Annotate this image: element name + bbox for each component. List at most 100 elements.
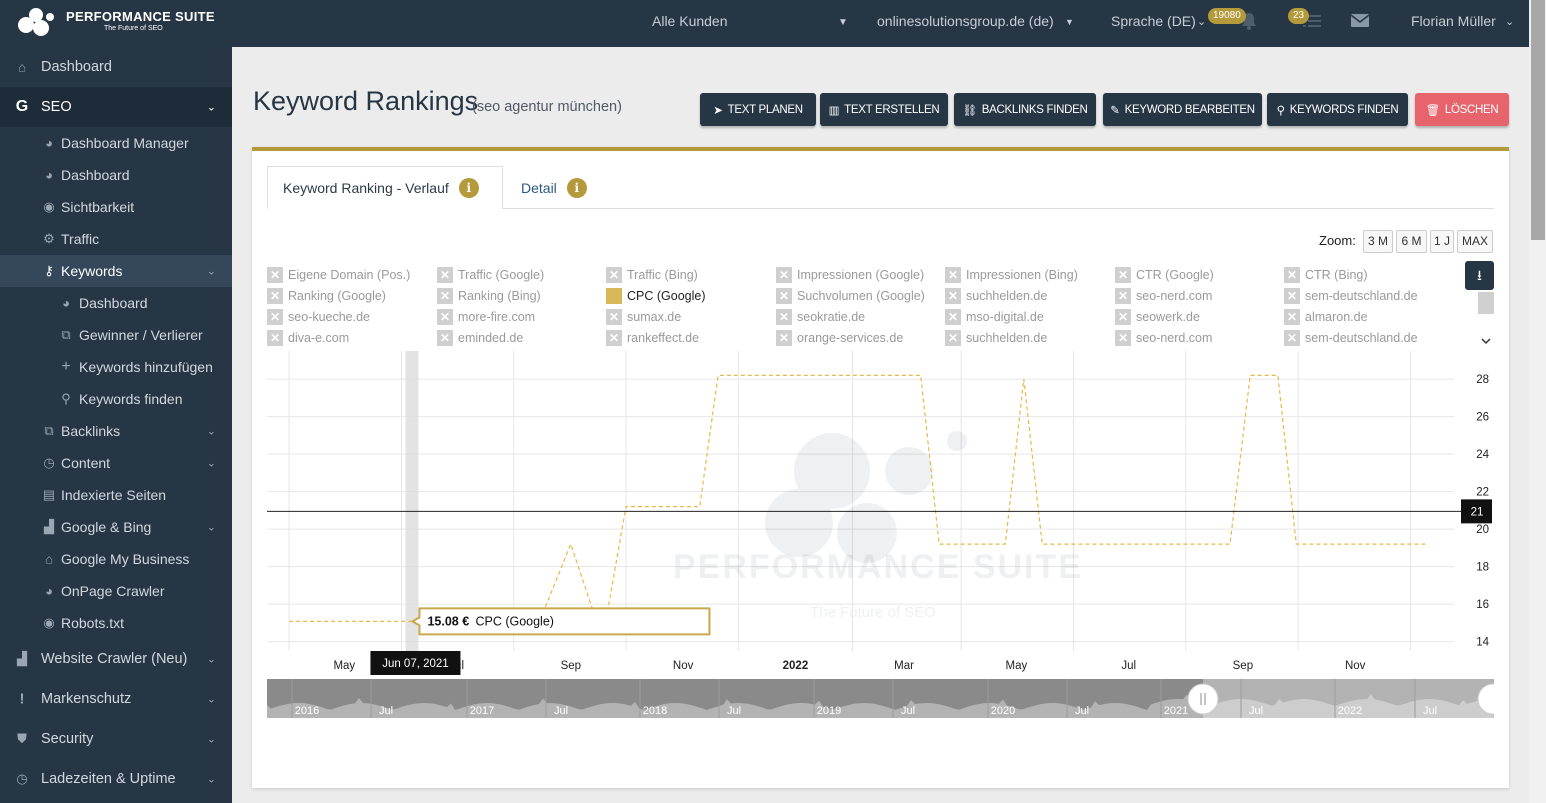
legend-item[interactable]: ✕ seo-nerd.com xyxy=(1115,329,1212,347)
brand-logo[interactable]: Performance Suite The Future of SEO xyxy=(16,6,216,40)
sidebar-item-label: Sichtbarkeit xyxy=(61,199,135,215)
legend-item[interactable]: ✕ more-fire.com xyxy=(437,308,535,326)
legend-item[interactable]: ✕ Ranking (Google) xyxy=(267,287,386,305)
sidebar-item-content[interactable]: ◷ Content ⌄ xyxy=(0,447,232,479)
sidebar-item-gewinner-verlierer[interactable]: ⧉ Gewinner / Verlierer xyxy=(0,319,232,351)
toggle-series-icon: ✕ xyxy=(437,288,453,304)
legend-item[interactable]: ✕ sumax.de xyxy=(606,308,681,326)
sidebar-item-sichtbarkeit[interactable]: ◉ Sichtbarkeit xyxy=(0,191,232,223)
legend-item[interactable]: ✕ mso-digital.de xyxy=(945,308,1044,326)
sidebar-item-traffic[interactable]: ⚙ Traffic xyxy=(0,223,232,255)
sidebar-item-google-bing[interactable]: ▟ Google & Bing ⌄ xyxy=(0,511,232,543)
keywords-finden-button[interactable]: ⚲ KEYWORDS FINDEN xyxy=(1267,93,1408,126)
legend-item[interactable]: ✕ sem-deutschland.de xyxy=(1284,287,1418,305)
sidebar-item-label: Keywords finden xyxy=(79,391,183,407)
legend-item[interactable]: ✕ Impressionen (Bing) xyxy=(945,266,1078,284)
sidebar-item-robots-txt[interactable]: ◉ Robots.txt xyxy=(0,607,232,639)
domain-select-caret-icon[interactable]: ▼ xyxy=(1065,17,1074,27)
zoom-6m-button[interactable]: 6 M xyxy=(1396,230,1427,253)
eye-icon: ◉ xyxy=(43,615,55,630)
info-icon[interactable]: i xyxy=(458,177,479,198)
legend-item[interactable]: ✕ CTR (Bing) xyxy=(1284,266,1368,284)
info-icon[interactable]: i xyxy=(566,177,587,198)
legend-item[interactable]: ✕ almaron.de xyxy=(1284,308,1368,326)
logo-icon xyxy=(18,8,54,36)
text-erstellen-button[interactable]: ▥ TEXT ERSTELLEN xyxy=(820,93,948,126)
legend-item[interactable]: ✕ Suchvolumen (Google) xyxy=(776,287,925,305)
keyword-bearbeiten-button[interactable]: ✎ KEYWORD BEARBEITEN xyxy=(1103,93,1262,126)
tab-label: Keyword Ranking - Verlauf xyxy=(283,179,449,196)
customer-select[interactable]: Alle Kunden xyxy=(652,13,728,29)
y-tick-label: 18 xyxy=(1476,562,1489,574)
zoom-1j-button[interactable]: 1 J xyxy=(1430,230,1454,253)
legend-item[interactable]: ✕ suchhelden.de xyxy=(945,287,1047,305)
toggle-series-icon: ✕ xyxy=(1115,330,1131,346)
user-menu-chevron-icon[interactable]: ⌄ xyxy=(1505,16,1515,28)
sidebar-item-keywords-dashboard[interactable]: ◕ Dashboard xyxy=(0,287,232,319)
legend-item[interactable]: ✕ Eigene Domain (Pos.) xyxy=(267,266,410,284)
zoom-3m-button[interactable]: 3 M xyxy=(1363,230,1393,253)
navigator-label: Jul xyxy=(379,705,393,717)
tab-detail[interactable]: Detail i xyxy=(521,166,587,209)
tab-keyword-ranking-verlauf[interactable]: Keyword Ranking - Verlauf i xyxy=(267,166,503,209)
legend-item[interactable]: ✕ orange-services.de xyxy=(776,329,903,347)
sidebar-item-keywords-finden[interactable]: ⚲ Keywords finden xyxy=(0,383,232,415)
legend-item[interactable]: ✕ sem-deutschland.de xyxy=(1284,329,1418,347)
legend-label: Suchvolumen (Google) xyxy=(797,289,925,303)
delete-button[interactable]: 🗑 LÖSCHEN xyxy=(1415,93,1509,126)
keyword-ranking-chart[interactable]: 1416182022242628MayJulSepNov2022MarMayJu… xyxy=(267,351,1494,719)
navigator-handle-right[interactable] xyxy=(1477,683,1494,715)
sidebar-item-keywords-hinzufuegen[interactable]: + Keywords hinzufügen xyxy=(0,351,232,383)
chevron-down-icon[interactable]: ⌄ xyxy=(1197,16,1207,28)
sidebar-item-security[interactable]: ⛊ Security ⌄ xyxy=(0,719,232,759)
legend-item[interactable]: ✕ diva-e.com xyxy=(267,329,349,347)
legend-item[interactable]: ✕ rankeffect.de xyxy=(606,329,699,347)
toggle-series-icon: ✕ xyxy=(1284,267,1300,283)
sidebar-item-label: Backlinks xyxy=(61,423,121,439)
sidebar-item-seo[interactable]: G SEO ⌄ xyxy=(0,87,232,127)
brand-name: Performance Suite xyxy=(66,9,215,24)
home-icon: ⌂ xyxy=(18,59,26,75)
sidebar-item-google-my-business[interactable]: ⌂ Google My Business xyxy=(0,543,232,575)
sidebar-item-dashboard[interactable]: ⌂ Dashboard xyxy=(0,47,232,87)
navigator-handle-left[interactable] xyxy=(1187,683,1219,715)
legend-item[interactable]: ✕ Traffic (Google) xyxy=(437,266,544,284)
sidebar-item-dashboard-manager[interactable]: ◕ Dashboard Manager xyxy=(0,127,232,159)
page-scrollbar-thumb[interactable] xyxy=(1531,0,1545,240)
legend-label: Traffic (Google) xyxy=(458,268,545,282)
legend-item[interactable]: ✕ seo-kueche.de xyxy=(267,308,370,326)
user-menu[interactable]: Florian Müller xyxy=(1411,13,1496,29)
toggle-series-icon: ✕ xyxy=(1115,267,1131,283)
legend-item[interactable]: ✕ CPC (Google) xyxy=(606,287,706,305)
legend-scrollbar[interactable] xyxy=(1478,292,1494,350)
toggle-series-icon: ✕ xyxy=(776,288,792,304)
sidebar-item-website-crawler[interactable]: ▟ Website Crawler (Neu) ⌄ xyxy=(0,639,232,679)
envelope-icon[interactable] xyxy=(1351,14,1369,27)
zoom-max-button[interactable]: MAX xyxy=(1457,230,1493,253)
sidebar-item-markenschutz[interactable]: ! Markenschutz ⌄ xyxy=(0,679,232,719)
navigator-label: 2017 xyxy=(470,705,494,717)
domain-select[interactable]: onlinesolutionsgroup.de (de) xyxy=(877,13,1054,29)
legend-item[interactable]: ✕ seokratie.de xyxy=(776,308,865,326)
download-icon[interactable]: ⭳ xyxy=(1465,261,1494,290)
sidebar-item-ladezeiten-uptime[interactable]: ◷ Ladezeiten & Uptime ⌄ xyxy=(0,759,232,799)
legend-label: rankeffect.de xyxy=(627,331,700,345)
legend-item[interactable]: ✕ seo-nerd.com xyxy=(1115,287,1212,305)
text-planen-button[interactable]: ➤ TEXT PLANEN xyxy=(700,93,816,126)
customer-select-caret-icon[interactable]: ▼ xyxy=(838,17,848,28)
legend-item[interactable]: ✕ Ranking (Bing) xyxy=(437,287,541,305)
legend-item[interactable]: ✕ eminded.de xyxy=(437,329,523,347)
legend-item[interactable]: ✕ seowerk.de xyxy=(1115,308,1200,326)
backlinks-finden-button[interactable]: ⛓ BACKLINKS FINDEN xyxy=(954,93,1096,126)
legend-item[interactable]: ✕ Traffic (Bing) xyxy=(606,266,698,284)
language-select[interactable]: Sprache (DE) xyxy=(1111,13,1196,29)
sidebar-item-seo-dashboard[interactable]: ◕ Dashboard xyxy=(0,159,232,191)
legend-item[interactable]: ✕ Impressionen (Google) xyxy=(776,266,924,284)
legend-item[interactable]: ✕ suchhelden.de xyxy=(945,329,1047,347)
sidebar-item-keywords[interactable]: ⚷ Keywords ⌄ xyxy=(0,255,232,287)
sidebar-item-onpage-crawler[interactable]: ◕ OnPage Crawler xyxy=(0,575,232,607)
sidebar-item-indexierte-seiten[interactable]: ▤ Indexierte Seiten xyxy=(0,479,232,511)
legend-item[interactable]: ✕ CTR (Google) xyxy=(1115,266,1214,284)
sidebar-item-backlinks[interactable]: ⧉ Backlinks ⌄ xyxy=(0,415,232,447)
x-tick-label: Nov xyxy=(1345,660,1366,672)
